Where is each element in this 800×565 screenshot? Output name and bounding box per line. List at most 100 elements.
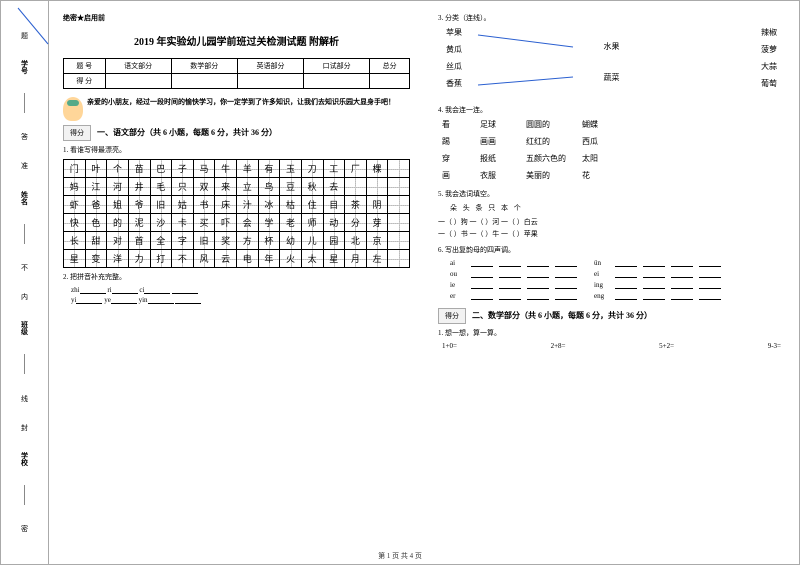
match-item: 大蒜	[761, 61, 777, 72]
character-cell: 甜	[85, 232, 107, 250]
score-label: 得 分	[64, 74, 106, 89]
gutter-field-class: 班级	[20, 321, 30, 335]
match-item: 美丽的	[526, 170, 566, 181]
score-cell	[171, 74, 237, 89]
match-item: 红红的	[526, 136, 566, 147]
q6-row: ai ün	[438, 259, 785, 267]
character-cell: 沙	[150, 214, 172, 232]
character-cell: 买	[193, 214, 215, 232]
character-cell: 牛	[215, 160, 237, 178]
match-item: 衣服	[480, 170, 496, 181]
tone-blank	[471, 282, 493, 289]
pinyin-syllable: yin	[139, 296, 148, 304]
score-header: 总分	[370, 59, 410, 74]
score-cell	[105, 74, 171, 89]
character-cell: 星	[64, 250, 86, 268]
character-cell: 分	[345, 214, 367, 232]
question-2-label: 2. 把拼音补充完整。	[63, 272, 410, 282]
blank-line	[76, 297, 102, 304]
score-header: 口试部分	[304, 59, 370, 74]
character-cell: 子	[172, 160, 194, 178]
character-cell: 厂	[345, 160, 367, 178]
character-cell: 只	[172, 178, 194, 196]
character-cell: 豆	[280, 178, 302, 196]
tone-blank	[499, 282, 521, 289]
character-cell: 色	[85, 214, 107, 232]
tone-blank	[699, 260, 721, 267]
match-item: 苹果	[446, 27, 462, 38]
rhyme-label: ing	[594, 281, 612, 289]
character-cell: 工	[323, 160, 345, 178]
character-cell: 虾	[64, 196, 86, 214]
score-cell	[237, 74, 303, 89]
character-cell: 云	[215, 250, 237, 268]
match-item: 穿	[442, 153, 450, 164]
character-cell	[345, 178, 367, 196]
score-cell	[304, 74, 370, 89]
character-cell: 毛	[150, 178, 172, 196]
character-cell: 力	[128, 250, 150, 268]
character-cell: 爸	[85, 196, 107, 214]
table-row: 星变洋力打不风云电年火太星月左	[64, 250, 410, 268]
gutter-line	[24, 224, 25, 244]
tone-blank	[699, 282, 721, 289]
pinyin-syllable: ye	[104, 296, 111, 304]
tone-blank	[499, 293, 521, 300]
character-cell	[388, 178, 410, 196]
match-item: 报纸	[480, 153, 496, 164]
gutter-line	[24, 354, 25, 374]
tone-blank	[527, 260, 549, 267]
match-item: 画画	[480, 136, 496, 147]
character-cell	[388, 214, 410, 232]
q5-line: 一（ ）狗 一（ ）河 一（ ）白云	[438, 217, 785, 227]
character-cell: 阴	[366, 196, 388, 214]
character-cell: 园	[323, 232, 345, 250]
match-item: 五颜六色的	[526, 153, 566, 164]
character-cell: 羊	[237, 160, 259, 178]
mascot-icon	[63, 97, 83, 121]
character-cell: 玉	[280, 160, 302, 178]
score-box: 得分	[63, 125, 91, 141]
q6-block: ai ünou eiie inger eng	[438, 259, 785, 300]
character-cell: 妈	[64, 178, 86, 196]
character-cell: 首	[128, 232, 150, 250]
character-cell	[366, 178, 388, 196]
character-cell	[388, 160, 410, 178]
character-cell: 冰	[258, 196, 280, 214]
math-item: 2+8=	[551, 342, 566, 350]
tone-blank	[527, 282, 549, 289]
math-item: 5+2=	[659, 342, 674, 350]
gutter-mark: 封	[21, 423, 28, 433]
gutter-mark: 密	[21, 524, 28, 534]
character-cell: 书	[193, 196, 215, 214]
math-item: 1+0=	[442, 342, 457, 350]
character-cell: 有	[258, 160, 280, 178]
tone-blank	[555, 260, 577, 267]
character-cell: 火	[280, 250, 302, 268]
character-cell: 秋	[301, 178, 323, 196]
character-cell: 动	[323, 214, 345, 232]
character-cell: 太	[301, 250, 323, 268]
character-cell: 住	[301, 196, 323, 214]
tone-blank	[555, 271, 577, 278]
character-cell: 马	[193, 160, 215, 178]
character-cell: 的	[107, 214, 129, 232]
tone-blank	[527, 293, 549, 300]
match-item: 花	[582, 170, 598, 181]
character-cell: 姐	[107, 196, 129, 214]
character-cell: 茶	[345, 196, 367, 214]
character-cell: 河	[107, 178, 129, 196]
q5-line: 一（ ）书 一（ ）牛 一（ ）苹果	[438, 229, 785, 239]
tone-blank	[643, 260, 665, 267]
q6-row: ie ing	[438, 281, 785, 289]
character-cell: 爷	[128, 196, 150, 214]
right-column: 3. 分类（连线）。 苹果黄瓜丝瓜香蕉 水果蔬菜 辣椒菠萝大蒜葡萄 4. 我会连…	[424, 1, 799, 564]
score-box: 得分	[438, 308, 466, 324]
character-cell: 个	[107, 160, 129, 178]
math-item: 9-3=	[768, 342, 781, 350]
character-cell: 泥	[128, 214, 150, 232]
match-item: 足球	[480, 119, 496, 130]
tone-blank	[615, 282, 637, 289]
character-cell: 全	[150, 232, 172, 250]
character-cell	[388, 250, 410, 268]
